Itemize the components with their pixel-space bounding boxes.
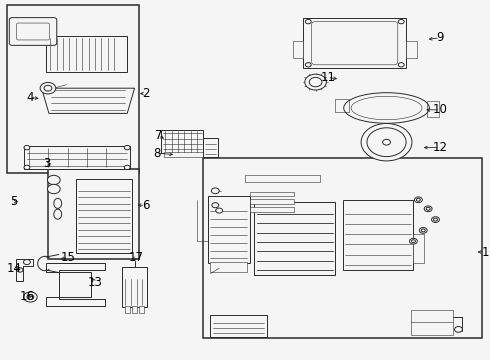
Bar <box>125 306 130 313</box>
Circle shape <box>410 238 417 244</box>
Text: 10: 10 <box>433 103 448 116</box>
Text: 15: 15 <box>61 251 76 264</box>
Text: 1: 1 <box>482 246 489 258</box>
Bar <box>406 41 417 58</box>
Circle shape <box>17 268 23 272</box>
Circle shape <box>212 203 219 208</box>
Bar <box>140 306 145 313</box>
Text: 4: 4 <box>26 91 34 104</box>
Circle shape <box>24 145 30 150</box>
Circle shape <box>27 294 34 300</box>
Circle shape <box>24 292 37 302</box>
Text: 2: 2 <box>142 87 149 100</box>
Bar <box>122 267 147 307</box>
Circle shape <box>398 63 404 67</box>
Circle shape <box>216 208 222 213</box>
Circle shape <box>305 19 311 24</box>
FancyBboxPatch shape <box>17 23 49 40</box>
Ellipse shape <box>54 198 62 208</box>
Bar <box>335 99 349 112</box>
Circle shape <box>367 128 406 157</box>
Bar <box>203 158 482 338</box>
Bar <box>24 146 130 169</box>
Text: 3: 3 <box>43 157 50 170</box>
Circle shape <box>432 217 440 222</box>
Text: 7: 7 <box>155 129 163 141</box>
Text: 9: 9 <box>437 31 444 44</box>
Polygon shape <box>47 263 105 306</box>
Ellipse shape <box>54 209 62 219</box>
FancyBboxPatch shape <box>9 18 57 45</box>
Circle shape <box>211 188 219 194</box>
Circle shape <box>48 175 60 185</box>
Circle shape <box>24 260 30 265</box>
Bar <box>210 262 247 272</box>
Bar <box>48 169 140 259</box>
Circle shape <box>44 85 52 91</box>
Circle shape <box>309 77 322 87</box>
Circle shape <box>426 207 430 210</box>
Text: 16: 16 <box>20 291 34 303</box>
Circle shape <box>124 145 130 150</box>
Text: 13: 13 <box>88 276 103 289</box>
Bar <box>249 199 294 204</box>
Text: 12: 12 <box>433 141 448 154</box>
Circle shape <box>305 63 311 67</box>
Bar <box>76 179 132 253</box>
Bar <box>411 310 453 335</box>
Circle shape <box>434 218 438 221</box>
Circle shape <box>48 184 60 194</box>
Circle shape <box>40 82 56 94</box>
Bar <box>47 36 127 72</box>
Circle shape <box>421 229 425 232</box>
Circle shape <box>383 139 391 145</box>
Bar <box>414 234 424 263</box>
Text: 11: 11 <box>320 71 335 84</box>
Bar <box>249 207 294 212</box>
Text: 17: 17 <box>128 251 144 264</box>
Circle shape <box>305 74 326 90</box>
Bar <box>343 200 414 270</box>
Polygon shape <box>42 88 135 113</box>
Circle shape <box>416 198 420 201</box>
Bar <box>249 192 294 196</box>
Bar <box>245 175 320 182</box>
Bar <box>132 306 137 313</box>
Text: 8: 8 <box>153 147 160 159</box>
Bar <box>7 5 140 173</box>
Circle shape <box>455 327 463 332</box>
Circle shape <box>424 206 432 212</box>
Circle shape <box>361 123 412 161</box>
Text: 5: 5 <box>10 195 17 208</box>
Text: 6: 6 <box>142 199 149 212</box>
Circle shape <box>124 165 130 170</box>
Circle shape <box>412 240 416 243</box>
Bar <box>254 202 335 275</box>
FancyBboxPatch shape <box>312 22 398 65</box>
Bar <box>210 315 267 337</box>
Bar <box>162 130 203 153</box>
Circle shape <box>419 228 427 233</box>
Bar <box>427 101 439 117</box>
Bar <box>293 41 303 58</box>
Circle shape <box>24 165 30 170</box>
Circle shape <box>415 197 422 203</box>
Bar <box>203 138 218 157</box>
Bar <box>208 196 249 263</box>
Text: 14: 14 <box>6 262 21 275</box>
Bar <box>165 152 208 157</box>
Bar <box>303 18 406 68</box>
Polygon shape <box>16 259 33 281</box>
Circle shape <box>398 19 404 24</box>
